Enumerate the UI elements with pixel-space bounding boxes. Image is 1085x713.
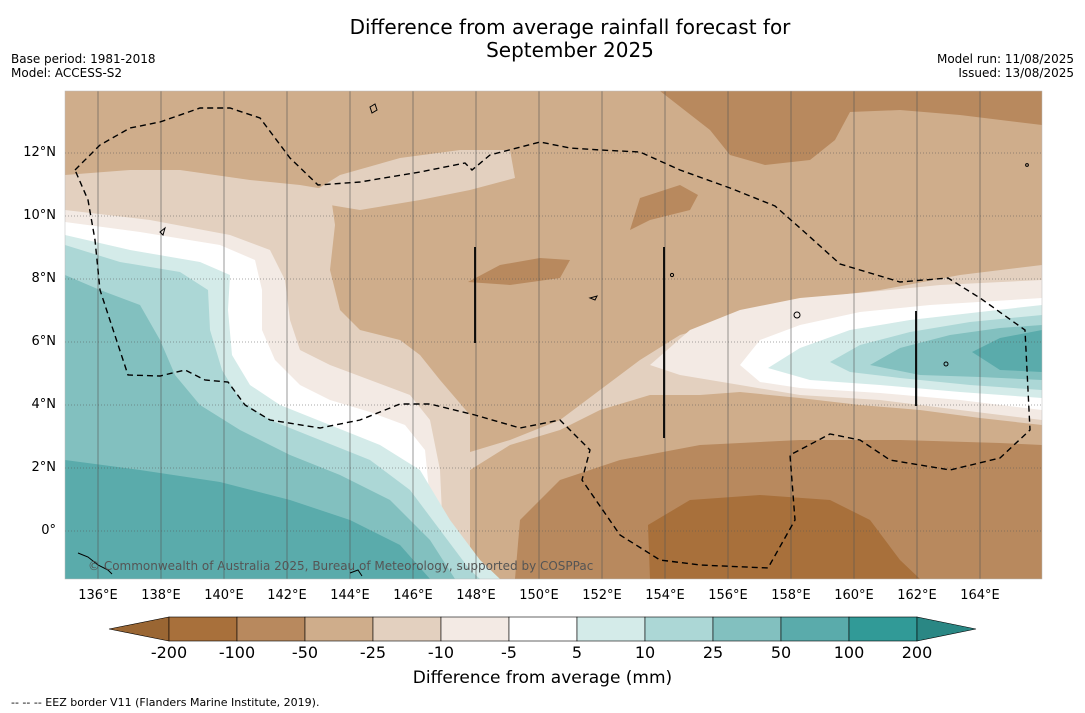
island-shape bbox=[349, 569, 363, 577]
longitude-label: 158°E bbox=[771, 588, 811, 603]
colorbar-segment bbox=[508, 616, 578, 642]
colorbar-segment bbox=[712, 616, 782, 642]
colorbar bbox=[108, 616, 977, 642]
longitude-label: 142°E bbox=[267, 588, 307, 603]
map-frame bbox=[64, 90, 1043, 580]
anomaly-band-minus100-north bbox=[660, 91, 1042, 165]
colorbar-tick-label: -50 bbox=[291, 643, 319, 662]
latitude-label: 12°N bbox=[23, 145, 56, 160]
map-fill-layer bbox=[65, 91, 1042, 579]
anomaly-band-plus50-east bbox=[972, 330, 1042, 372]
colorbar-tick-label: -200 bbox=[150, 643, 188, 662]
longitude-label: 156°E bbox=[708, 588, 748, 603]
eez-footnote: -- -- -- EEZ border V11 (Flanders Marine… bbox=[11, 696, 320, 709]
longitude-label: 154°E bbox=[645, 588, 685, 603]
longitude-label: 136°E bbox=[78, 588, 118, 603]
colorbar-segment bbox=[780, 616, 850, 642]
anomaly-band-minus100-patch2 bbox=[468, 258, 570, 285]
longitude-label: 144°E bbox=[330, 588, 370, 603]
latitude-label: 8°N bbox=[31, 271, 57, 286]
longitude-label: 146°E bbox=[393, 588, 433, 603]
colorbar-tick-label: -5 bbox=[501, 643, 517, 662]
colorbar-segment bbox=[576, 616, 646, 642]
island-shape bbox=[77, 552, 113, 575]
meta-right: Model run: 11/08/2025 Issued: 13/08/2025 bbox=[937, 52, 1074, 80]
anomaly-band-minus25-north-patch bbox=[300, 150, 515, 210]
base-period-text: Base period: 1981-2018 bbox=[11, 52, 156, 66]
colorbar-segment bbox=[644, 616, 714, 642]
colorbar-segment bbox=[372, 616, 442, 642]
colorbar-tick-label: 200 bbox=[901, 643, 933, 662]
colorbar-under-arrow bbox=[108, 616, 170, 642]
colorbar-segment bbox=[168, 616, 238, 642]
longitude-label: 152°E bbox=[582, 588, 622, 603]
island-shape bbox=[369, 103, 378, 114]
colorbar-tick-label: 25 bbox=[702, 643, 724, 662]
map-title-line1: Difference from average rainfall forecas… bbox=[349, 15, 791, 39]
islands-layer bbox=[77, 103, 1029, 577]
longitude-label: 148°E bbox=[456, 588, 496, 603]
anomaly-band-plus50-southwest bbox=[65, 460, 430, 579]
island-shape bbox=[588, 295, 598, 301]
colorbar-over-arrow bbox=[916, 616, 977, 642]
latitude-label: 4°N bbox=[31, 397, 57, 412]
map-title-line2: September 2025 bbox=[486, 38, 654, 62]
longitude-label: 164°E bbox=[960, 588, 1000, 603]
colorbar-title: Difference from average (mm) bbox=[412, 668, 673, 688]
colorbar-tick-label: 5 bbox=[571, 643, 583, 662]
longitude-label: 140°E bbox=[204, 588, 244, 603]
colorbar-tick-label: -100 bbox=[218, 643, 256, 662]
eez-border-lines bbox=[74, 107, 1031, 569]
latitude-label: 0° bbox=[41, 523, 56, 538]
colorbar-tick-label: 50 bbox=[770, 643, 792, 662]
island-shape bbox=[793, 311, 801, 319]
longitude-label: 150°E bbox=[519, 588, 559, 603]
model-run-text: Model run: 11/08/2025 bbox=[936, 52, 1074, 66]
colorbar-tick-label: -10 bbox=[427, 643, 455, 662]
graticule bbox=[65, 91, 1042, 579]
anomaly-band-minus200-south bbox=[648, 495, 920, 579]
island-shape bbox=[943, 361, 949, 367]
latitude-label: 10°N bbox=[23, 208, 56, 223]
longitude-label: 138°E bbox=[141, 588, 181, 603]
longitude-label: 162°E bbox=[897, 588, 937, 603]
boundary-segments bbox=[474, 247, 917, 438]
colorbar-segment bbox=[236, 616, 306, 642]
colorbar-tick-label: 100 bbox=[833, 643, 865, 662]
colorbar-tick-label: 10 bbox=[634, 643, 656, 662]
latitude-label: 6°N bbox=[31, 334, 57, 349]
anomaly-band-minus100-patch1 bbox=[630, 185, 698, 230]
island-shape bbox=[159, 226, 166, 236]
meta-left: Base period: 1981-2018 Model: ACCESS-S2 bbox=[11, 52, 156, 80]
island-shape bbox=[669, 272, 675, 278]
eez-border-outline bbox=[74, 107, 1031, 569]
issued-text: Issued: 13/08/2025 bbox=[958, 66, 1074, 80]
model-text: Model: ACCESS-S2 bbox=[11, 66, 123, 80]
longitude-label: 160°E bbox=[834, 588, 874, 603]
colorbar-segment bbox=[440, 616, 510, 642]
colorbar-segment bbox=[848, 616, 918, 642]
latitude-label: 2°N bbox=[31, 460, 57, 475]
colorbar-segment bbox=[304, 616, 374, 642]
island-shape bbox=[1025, 163, 1029, 167]
colorbar-tick-label: -25 bbox=[359, 643, 387, 662]
copyright-text: © Commonwealth of Australia 2025, Bureau… bbox=[88, 559, 594, 573]
